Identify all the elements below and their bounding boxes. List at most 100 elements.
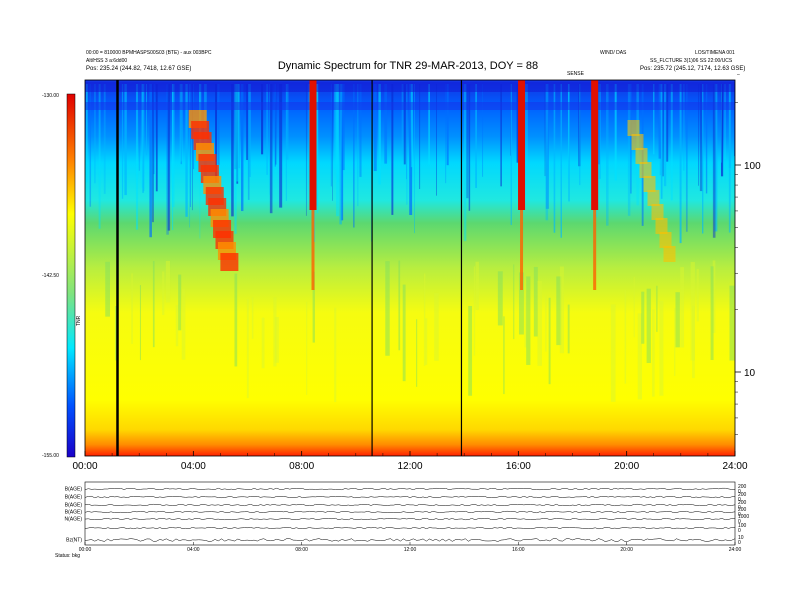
spectrum-streak bbox=[712, 260, 716, 333]
panel-right-tick: 0 bbox=[738, 505, 741, 511]
spectrum-streak bbox=[172, 84, 174, 231]
spectrum-streak bbox=[724, 84, 726, 160]
panel-label: B(AGE) bbox=[65, 495, 83, 501]
y-top-label: – bbox=[737, 72, 740, 78]
spectrum-streak bbox=[305, 84, 307, 216]
spectrum-streak bbox=[659, 300, 664, 396]
spectrum-streak bbox=[683, 84, 685, 171]
spectrum-streak bbox=[179, 84, 183, 162]
spectrum-streak bbox=[545, 84, 549, 221]
spectrum-streak bbox=[342, 84, 345, 171]
spectrum-streak bbox=[560, 84, 562, 238]
panel-right-tick: 10 bbox=[738, 535, 744, 541]
spectrum-streak bbox=[652, 309, 655, 397]
spectrum-streak bbox=[269, 84, 273, 214]
spectrum-streak bbox=[246, 298, 249, 399]
spectrum-streak bbox=[189, 84, 191, 228]
spectrum-streak bbox=[275, 84, 277, 165]
spectrum-streak bbox=[414, 84, 415, 234]
spectrum-streak bbox=[699, 84, 703, 192]
panel-label: B(AGE) bbox=[65, 510, 83, 516]
burst-segment bbox=[631, 134, 644, 150]
chart-title: Dynamic Spectrum for TNR 29-MAR-2013, DO… bbox=[278, 60, 538, 72]
x-tick-label: 08:00 bbox=[289, 461, 314, 472]
spectrum-streak bbox=[468, 84, 471, 211]
spectrum-streak bbox=[261, 317, 265, 369]
burst-tail bbox=[520, 210, 524, 290]
burst-segment bbox=[627, 120, 640, 136]
spectrum-streak bbox=[138, 84, 140, 171]
spectrum-streak bbox=[674, 308, 676, 376]
spectrum-streak bbox=[510, 84, 512, 225]
spectrum-streak bbox=[178, 274, 182, 331]
spectrum-streak bbox=[274, 317, 279, 363]
burst-segment bbox=[635, 148, 648, 164]
panel-x-tick-label: 16:00 bbox=[512, 547, 525, 553]
burst-segment bbox=[647, 190, 660, 206]
panel-series-line bbox=[84, 503, 736, 507]
spectrum-streak bbox=[434, 292, 439, 361]
spectrum-streak bbox=[217, 84, 220, 165]
spectrum-streak bbox=[662, 84, 664, 177]
panel-label: Bz(NT) bbox=[66, 538, 82, 544]
spectrum-streak bbox=[728, 84, 732, 168]
spectrum-streak bbox=[241, 84, 244, 212]
header-left-line-3: Pos: 235.24 (244.82, 7418, 12.67 GSE) bbox=[86, 66, 191, 72]
spectrum-streak bbox=[279, 84, 283, 208]
top-band bbox=[85, 102, 735, 110]
spectrum-streak bbox=[185, 84, 188, 217]
burst-column bbox=[309, 80, 317, 210]
spectrum-streak bbox=[473, 266, 476, 356]
spectrum-streak bbox=[330, 84, 332, 187]
panel-right-tick: 0 bbox=[738, 497, 741, 503]
radio-bursts-layer bbox=[188, 80, 676, 290]
spectrum-streak bbox=[167, 84, 171, 231]
x-axis: 00:00 04:00 08:00 12:00 16:00 20:00 24:00 bbox=[72, 451, 748, 472]
header-left-line-1: 00:00 = 810000 BPMHASPS00S03 (BTE) - aux… bbox=[86, 50, 212, 56]
panel-x-tick-label: 00:00 bbox=[79, 547, 92, 553]
spectrum-streak bbox=[641, 291, 645, 344]
spectrum-streak bbox=[153, 84, 155, 175]
spectrum-streak bbox=[712, 84, 716, 238]
spectrum-streak bbox=[568, 84, 570, 202]
spectrum-streak bbox=[401, 84, 404, 155]
spectrum-streak bbox=[624, 290, 627, 384]
burst-segment bbox=[643, 176, 656, 192]
spectrum-streak bbox=[466, 84, 469, 199]
spectrum-streak bbox=[246, 84, 248, 160]
x-tick-label: 12:00 bbox=[397, 461, 422, 472]
burst-segment bbox=[655, 218, 668, 234]
spectrum-streak bbox=[406, 84, 407, 180]
spectrum-streak bbox=[274, 84, 276, 167]
panel-series-line bbox=[84, 538, 736, 542]
spectrum-streak bbox=[516, 84, 520, 163]
spectrum-streak bbox=[89, 84, 92, 207]
colorbar-label: TNR bbox=[76, 315, 82, 326]
spectrum-streak bbox=[436, 84, 437, 196]
y-tick-label-10: 10 bbox=[744, 368, 756, 379]
top-band bbox=[85, 82, 735, 92]
panel-x-tick-label: 12:00 bbox=[404, 547, 417, 553]
spectrum-streak bbox=[698, 84, 699, 186]
spectrum-streak bbox=[545, 84, 549, 209]
spectrum-streak bbox=[105, 261, 111, 317]
header-left-line-2: Alt/HSS 3 a:6dd00 bbox=[86, 58, 127, 64]
spectrum-streak bbox=[269, 84, 271, 195]
burst-segment bbox=[651, 204, 664, 220]
spectrum-streak bbox=[596, 84, 600, 165]
spectrum-streak bbox=[332, 84, 333, 201]
header-right-line-3: SS_FLCTURE 3(1)06 SS 22:00/UCS bbox=[650, 58, 733, 64]
spectrum-streak bbox=[149, 84, 152, 238]
spectrum-streak bbox=[533, 266, 538, 337]
spectrum-streak bbox=[553, 84, 556, 233]
panel-series-line bbox=[84, 510, 736, 514]
spectrum-streak bbox=[463, 84, 467, 242]
header-mid-label: SENSE bbox=[567, 71, 585, 77]
spectrum-streak bbox=[685, 84, 688, 232]
panel-right-tick: 200 bbox=[738, 484, 747, 490]
spectrum-streak bbox=[143, 84, 145, 192]
spectrum-streak bbox=[339, 84, 342, 225]
spectrum-streak bbox=[357, 84, 359, 207]
spectrum-streak bbox=[606, 84, 609, 226]
spectrum-streak bbox=[696, 269, 699, 322]
